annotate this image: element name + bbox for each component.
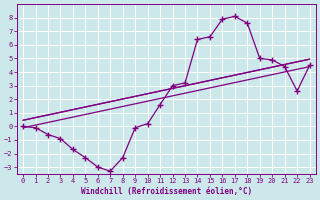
X-axis label: Windchill (Refroidissement éolien,°C): Windchill (Refroidissement éolien,°C) [81, 187, 252, 196]
